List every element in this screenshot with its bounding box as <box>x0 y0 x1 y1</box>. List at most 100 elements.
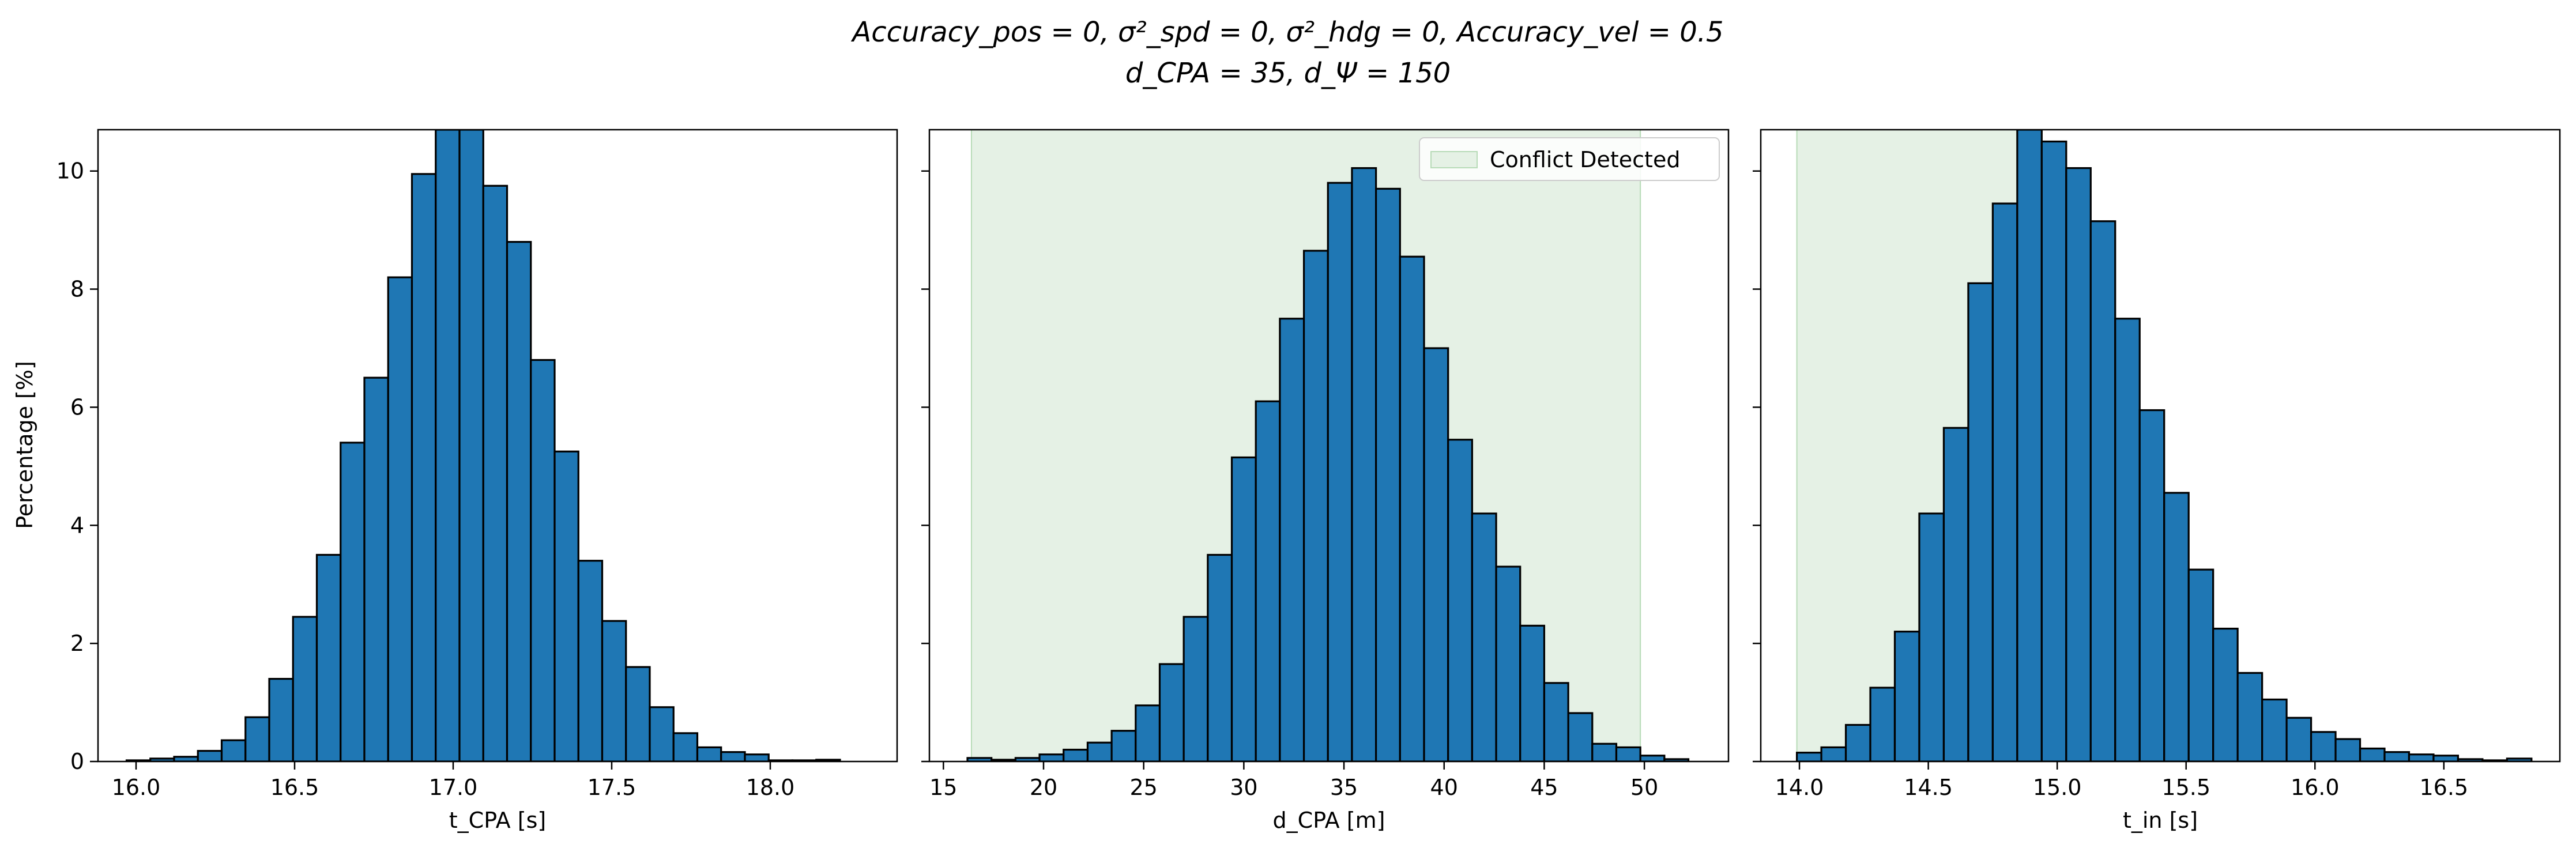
histogram-bar <box>1942 427 1969 761</box>
legend-box <box>1419 137 1720 181</box>
histogram-bar <box>1182 616 1209 761</box>
histogram-bar <box>1663 758 1690 761</box>
histogram-bar <box>649 706 675 761</box>
histogram-bar <box>292 616 318 761</box>
x-tick-label: 14.5 <box>1904 775 1953 800</box>
histogram-bar <box>1820 746 1847 761</box>
x-tick-label: 16.0 <box>2291 775 2340 800</box>
histogram-bar <box>1279 318 1305 761</box>
histogram-bar <box>340 442 366 761</box>
x-tick-label: 17.5 <box>587 775 637 800</box>
axes-frame <box>97 129 898 763</box>
histogram-bar <box>220 739 247 761</box>
x-tick-label: 18.0 <box>746 775 795 800</box>
histogram-bar <box>197 749 223 761</box>
x-tick-label: 15.5 <box>2161 775 2210 800</box>
histogram-bar <box>1543 682 1569 761</box>
subplot-d-cpa: 15 20 25 30 35 40 45 50 d_CPA [m] Conflict Detect… <box>921 129 1730 833</box>
y-tick-label: 2 <box>70 631 84 656</box>
histogram-bar <box>2506 757 2533 761</box>
histogram-bar <box>2285 717 2313 761</box>
histogram-bar <box>1255 400 1281 761</box>
histogram-bar <box>696 746 722 761</box>
histogram-bar <box>410 173 437 761</box>
histogram-bar <box>2212 627 2239 761</box>
histogram-bar <box>458 130 484 761</box>
x-tick-label: 16.5 <box>270 775 319 800</box>
y-axis-label: Percentage [%] <box>12 361 37 529</box>
histogram-bar <box>1615 746 1641 761</box>
histogram-bar <box>1639 755 1666 761</box>
histogram-bar <box>2138 409 2166 761</box>
histogram-bar <box>315 553 342 761</box>
title-line-2: d_CPA = 35, d_Ψ = 150 <box>1125 57 1451 89</box>
histogram-bar <box>2383 751 2411 761</box>
figure-title: Accuracy_pos = 0, σ²_spd = 0, σ²_hdg = 0… <box>850 16 1723 89</box>
x-tick-label: 40 <box>1430 775 1458 800</box>
histogram-bar <box>2187 568 2215 761</box>
x-tick-label: 17.0 <box>429 775 478 800</box>
histogram-bar <box>815 759 841 761</box>
plot-area <box>1795 130 2533 761</box>
histogram-bar <box>1567 712 1594 761</box>
histogram-bar <box>363 376 389 761</box>
histogram-bar <box>1399 255 1425 761</box>
x-tick-label: 15 <box>929 775 957 800</box>
x-tick-label: 16.5 <box>2420 775 2469 800</box>
axes-frame <box>1760 129 2561 763</box>
histogram-bar <box>2114 318 2141 761</box>
y-tick-label: 4 <box>70 512 84 538</box>
x-axis-label: d_CPA [m] <box>1273 808 1385 833</box>
histogram-bar <box>2016 130 2043 761</box>
histogram-bar <box>530 359 556 761</box>
histogram-bar <box>1302 250 1329 761</box>
histogram-bar <box>577 560 604 761</box>
histogram-bar <box>2065 167 2092 761</box>
x-tick-label: 25 <box>1130 775 1158 800</box>
legend-label: Conflict Detected <box>1490 147 1680 172</box>
histogram-bar <box>1230 456 1257 761</box>
histogram-bar <box>1869 687 1896 761</box>
subplot-t-cpa: 16.0 16.5 17.0 17.5 18.0 0 2 4 6 8 10 t_CPA [s] <box>57 129 898 833</box>
histogram-bar <box>1423 347 1449 761</box>
x-axis-label: t_CPA [s] <box>449 808 546 833</box>
histogram-bar <box>387 276 413 761</box>
legend-swatch <box>1430 151 1478 168</box>
x-tick-label: 35 <box>1330 775 1358 800</box>
axes-frame <box>928 129 1730 763</box>
x-tick-label: 16.0 <box>112 775 161 800</box>
histogram-bar <box>1471 512 1497 761</box>
histogram-bar <box>2310 731 2337 761</box>
y-tick-label: 10 <box>57 159 84 184</box>
histogram-bar <box>2236 672 2264 761</box>
histogram-bar <box>2359 747 2386 761</box>
histogram-bar <box>1893 631 1920 761</box>
histogram-bar <box>601 620 627 761</box>
histogram-bar <box>553 450 579 761</box>
histogram-bar <box>2040 140 2067 761</box>
histogram-bar <box>2261 698 2288 761</box>
x-tick-label: 45 <box>1530 775 1558 800</box>
x-tick-label: 15.0 <box>2033 775 2082 800</box>
histogram-bar <box>744 753 770 761</box>
histogram-bar <box>1063 748 1089 761</box>
histogram-bar <box>1918 512 1945 761</box>
title-line-1: Accuracy_pos = 0, σ²_spd = 0, σ²_hdg = 0… <box>850 16 1723 48</box>
x-tick-label: 14.0 <box>1775 775 1824 800</box>
x-tick-label: 20 <box>1030 775 1057 800</box>
histogram-bar <box>1991 202 2018 761</box>
subplot-t-in: 14.0 14.5 15.0 15.5 16.0 16.5 t_in [s] <box>1753 129 2561 833</box>
histogram-bar <box>482 184 509 761</box>
histogram-bar <box>435 130 461 761</box>
histogram-bar <box>625 666 651 761</box>
histogram-bar <box>1447 439 1473 761</box>
x-tick-label: 30 <box>1230 775 1257 800</box>
x-axis-label: t_in [s] <box>2123 808 2198 833</box>
plot-area <box>966 130 1690 761</box>
histogram-bar <box>1351 167 1377 761</box>
y-tick-label: 6 <box>70 394 84 420</box>
plot-area <box>125 130 841 761</box>
histogram-bar <box>2089 220 2116 761</box>
histogram-bar <box>1110 730 1137 761</box>
